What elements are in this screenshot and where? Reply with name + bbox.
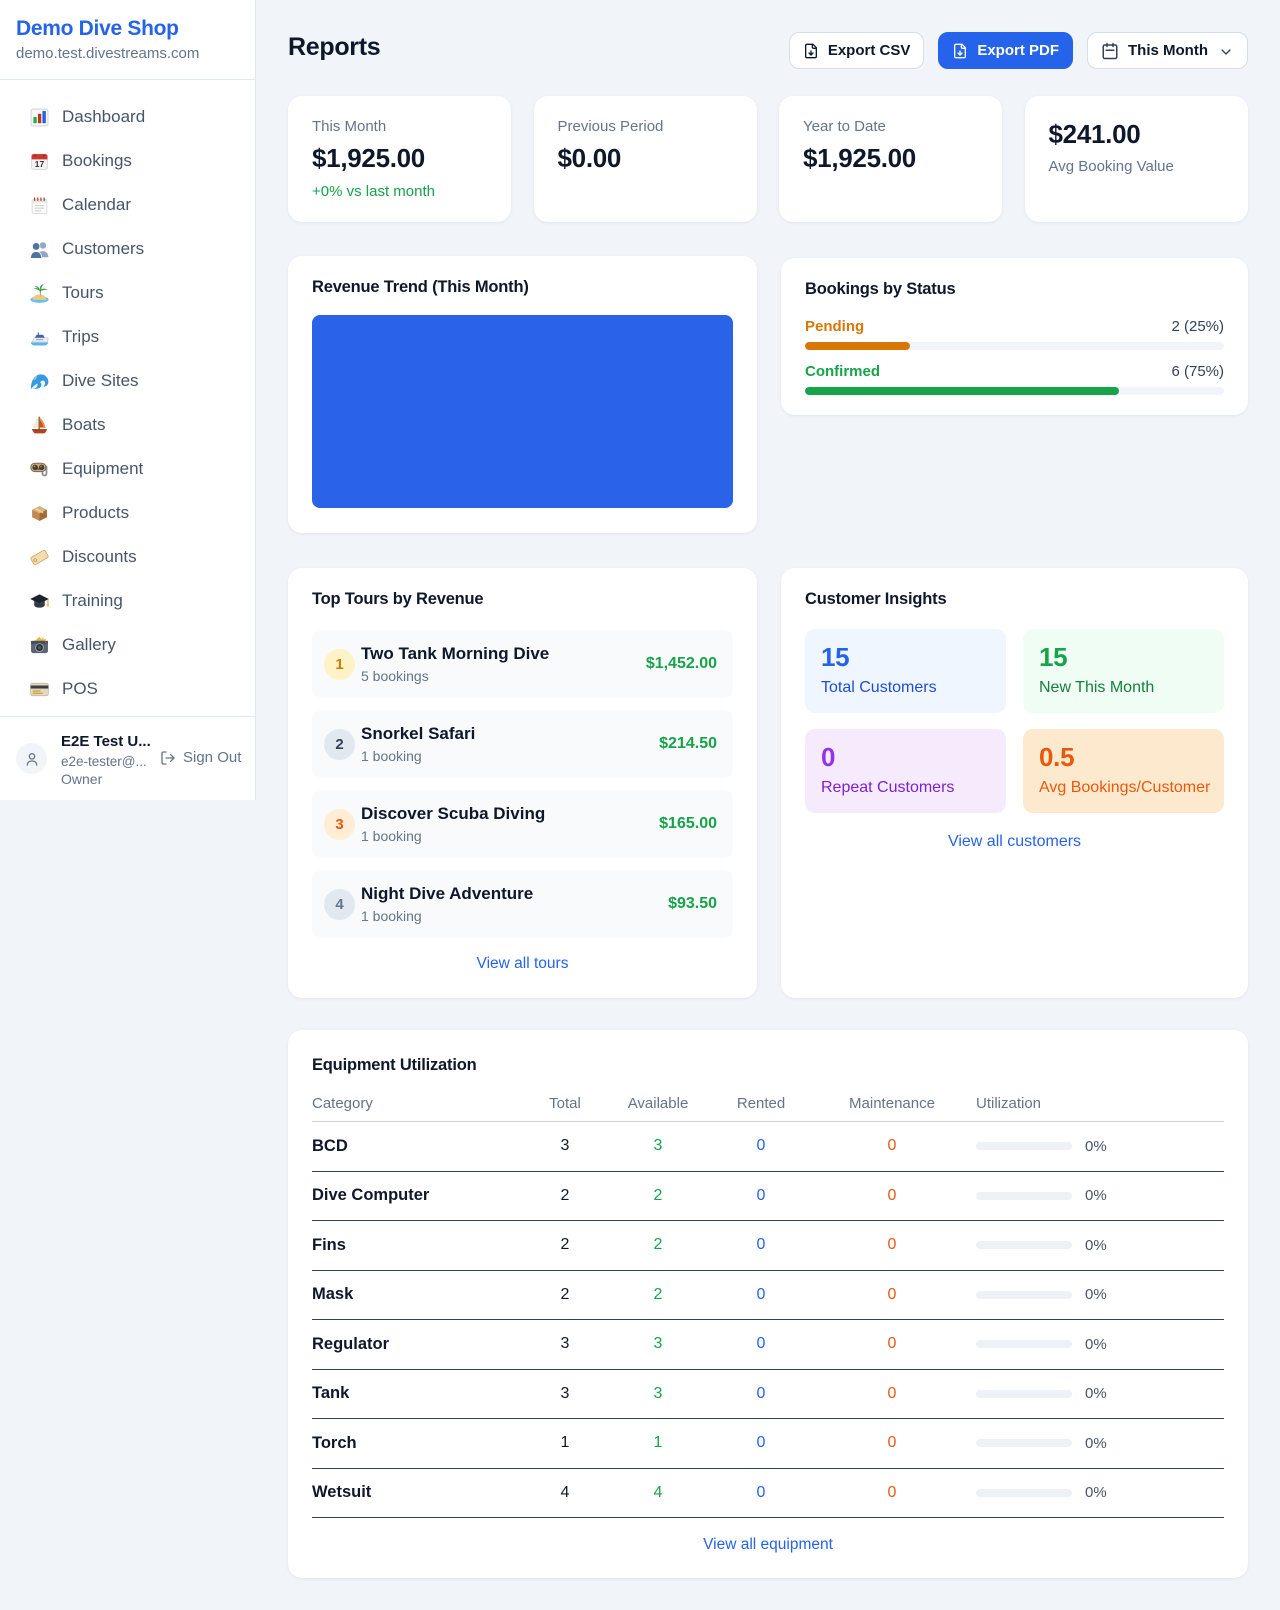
svg-text:17: 17	[35, 158, 45, 168]
